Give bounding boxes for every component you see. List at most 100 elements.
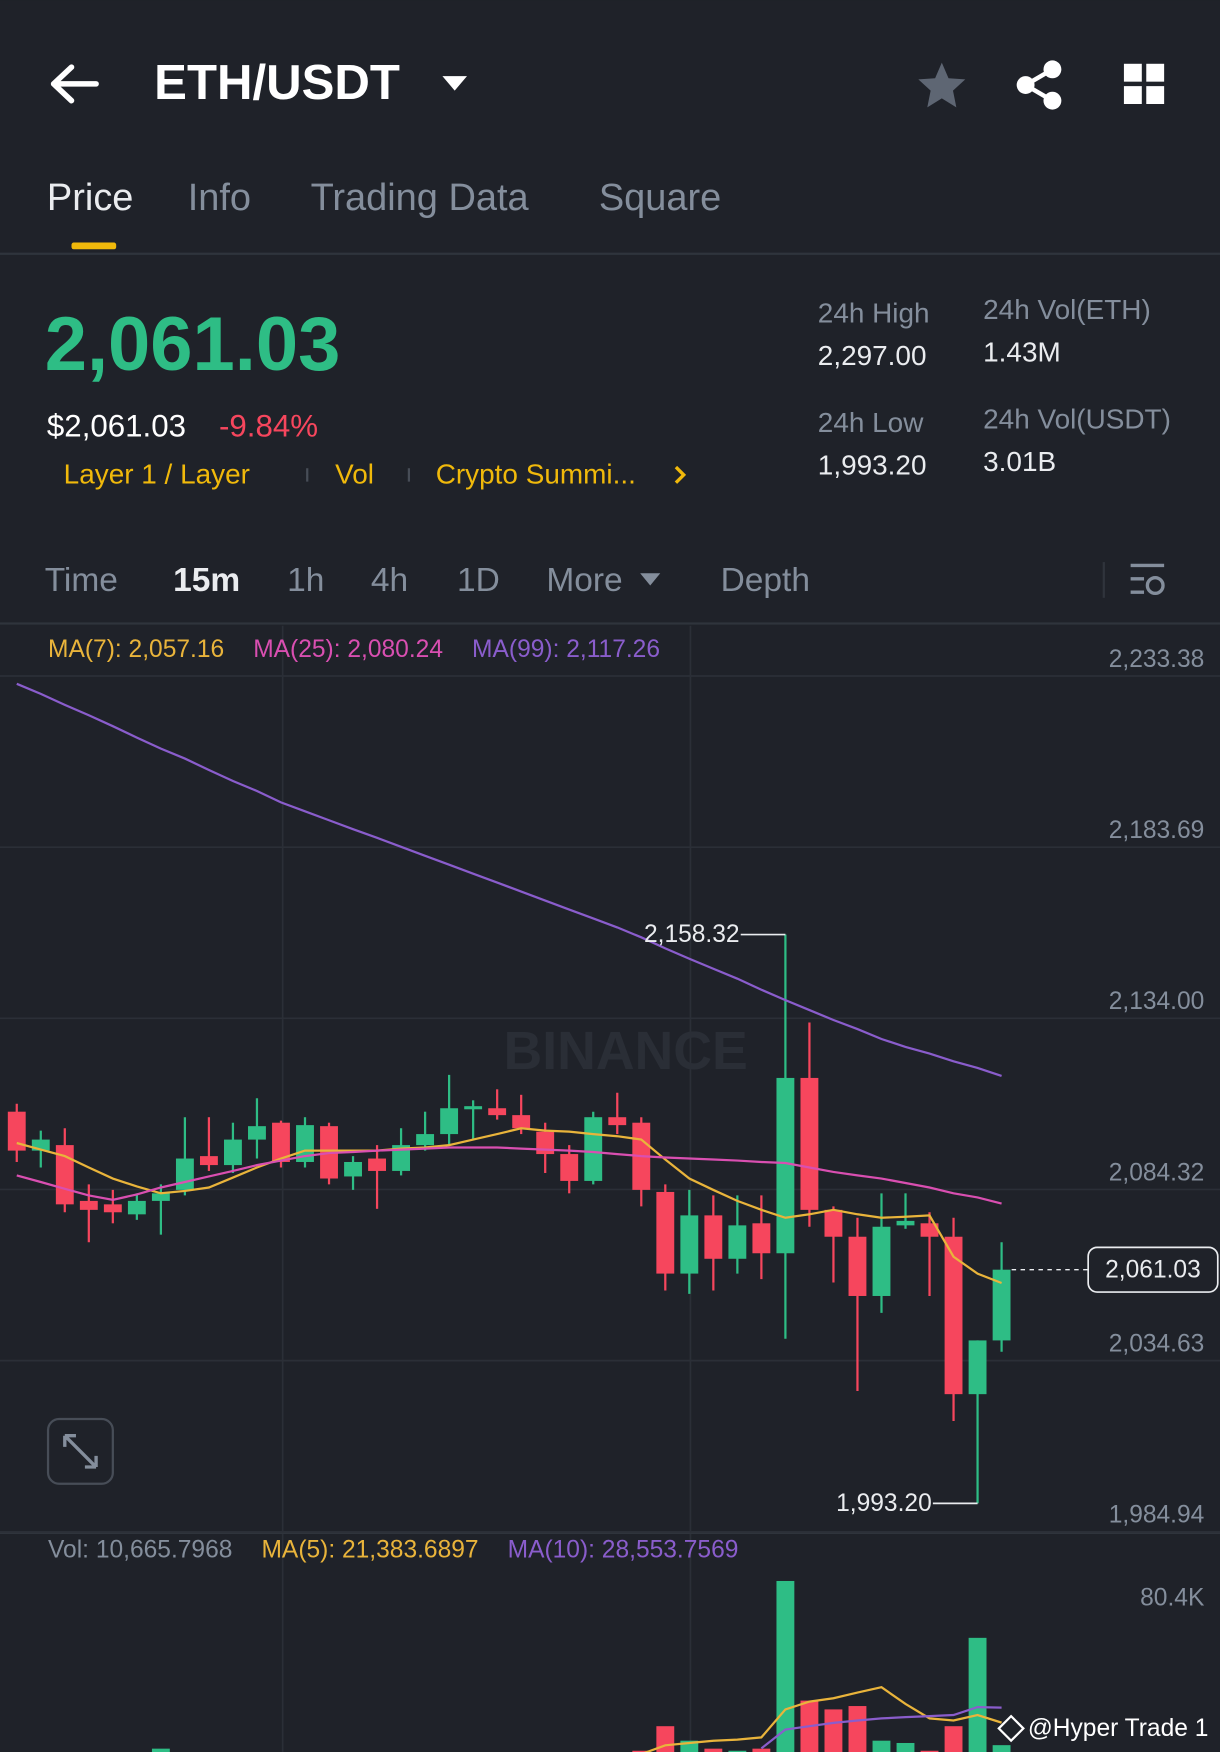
settings-lines bbox=[1130, 563, 1165, 594]
stat-value: 1.43M bbox=[983, 337, 1061, 368]
ma-line bbox=[16, 1146, 1002, 1205]
volume-bar bbox=[944, 1726, 963, 1752]
watermark: @Hyper Trade 1 bbox=[1028, 1715, 1209, 1742]
candle-body bbox=[608, 1117, 627, 1126]
stat-label: 24h Vol(USDT) bbox=[983, 404, 1171, 435]
candle-body bbox=[127, 1200, 146, 1215]
chart-settings-icon[interactable] bbox=[1130, 563, 1165, 596]
interval-tab[interactable]: More bbox=[546, 562, 622, 599]
low-label: 1,993.20 bbox=[836, 1490, 932, 1517]
grid-cell bbox=[1146, 86, 1165, 105]
volume-bar bbox=[824, 1709, 843, 1752]
share-lines bbox=[1021, 67, 1054, 103]
volume-bar bbox=[728, 1750, 747, 1752]
volume-bar bbox=[680, 1740, 699, 1752]
candle-body bbox=[248, 1126, 266, 1140]
high-label: 2,158.32 bbox=[644, 921, 740, 948]
candle-body bbox=[920, 1223, 939, 1237]
watermark-icon bbox=[997, 1714, 1025, 1743]
expand-button[interactable] bbox=[46, 1417, 114, 1485]
y-tick-label: 1,984.94 bbox=[1109, 1502, 1205, 1529]
back-arrow bbox=[50, 64, 99, 104]
interval-tab[interactable]: Depth bbox=[721, 562, 810, 599]
stat-label: 24h Low bbox=[818, 407, 924, 438]
chart-watermark: BINANCE bbox=[504, 1021, 748, 1081]
last-price: 2,061.03 bbox=[45, 302, 341, 387]
volume-bar bbox=[151, 1748, 170, 1752]
more-dropdown[interactable] bbox=[640, 573, 661, 586]
candle-body bbox=[752, 1223, 771, 1254]
ma-line bbox=[16, 1127, 1002, 1285]
tab[interactable]: Trading Data bbox=[311, 177, 530, 219]
tab[interactable]: Price bbox=[47, 177, 134, 219]
share-icon[interactable] bbox=[1016, 60, 1062, 110]
interval-tab[interactable]: 15m bbox=[173, 562, 240, 599]
y-tick-label: 2,084.32 bbox=[1109, 1159, 1205, 1186]
candle-body bbox=[488, 1108, 507, 1116]
legend-entry: MA(10): 28,553.7569 bbox=[508, 1536, 739, 1563]
candle-body bbox=[344, 1161, 362, 1177]
candle-body bbox=[944, 1236, 963, 1395]
candle-body bbox=[968, 1340, 987, 1395]
tab-indicator bbox=[71, 242, 117, 250]
legend-entry: MA(99): 2,117.26 bbox=[472, 636, 660, 663]
pair-dropdown[interactable] bbox=[442, 76, 467, 91]
legend-entry: MA(5): 21,383.6897 bbox=[261, 1536, 478, 1563]
grid-icon[interactable] bbox=[1123, 63, 1165, 105]
y-tick-label: 2,183.69 bbox=[1109, 817, 1205, 844]
candle-body bbox=[776, 1077, 795, 1254]
candle-body bbox=[7, 1111, 26, 1151]
ma-line bbox=[760, 1705, 1002, 1750]
legend-entry: MA(25): 2,080.24 bbox=[253, 636, 443, 663]
candle-body bbox=[392, 1145, 411, 1171]
interval-tab[interactable]: 1D bbox=[457, 562, 500, 599]
stat-label: 24h High bbox=[818, 298, 930, 329]
candle-body bbox=[560, 1154, 579, 1181]
tag[interactable]: Layer 1 / Layer bbox=[64, 458, 250, 489]
candle-body bbox=[680, 1215, 699, 1274]
volume-bar bbox=[968, 1637, 987, 1752]
candle-body bbox=[656, 1191, 675, 1274]
tab[interactable]: Square bbox=[599, 177, 721, 219]
interval-tab[interactable]: 4h bbox=[371, 562, 408, 599]
y-tick-label: 2,134.00 bbox=[1109, 988, 1205, 1015]
volume-bar bbox=[776, 1580, 795, 1752]
candle-body bbox=[272, 1122, 290, 1162]
pair-title[interactable]: ETH/USDT bbox=[154, 56, 400, 110]
candle-body bbox=[824, 1209, 843, 1237]
usd-price: $2,061.03 bbox=[47, 408, 186, 443]
back-button[interactable] bbox=[50, 64, 99, 104]
volume-bar bbox=[704, 1748, 723, 1752]
tag[interactable]: Crypto Summi... bbox=[436, 458, 636, 489]
stat-value: 1,993.20 bbox=[818, 449, 927, 480]
candle-body bbox=[848, 1236, 867, 1296]
grid-cell bbox=[1123, 63, 1142, 82]
tab[interactable]: Info bbox=[188, 177, 251, 219]
stat-value: 2,297.00 bbox=[818, 340, 927, 371]
candle-body bbox=[31, 1139, 50, 1151]
favorite-icon[interactable] bbox=[918, 62, 966, 108]
candle-body bbox=[800, 1077, 819, 1210]
candle-body bbox=[464, 1106, 483, 1110]
tag-arrow[interactable] bbox=[674, 465, 687, 484]
candle-body bbox=[224, 1139, 242, 1166]
last-price-tag bbox=[1087, 1246, 1219, 1293]
tag[interactable]: Vol bbox=[335, 458, 374, 489]
candle-body bbox=[992, 1269, 1011, 1341]
legend-entry: Vol: 10,665.7968 bbox=[48, 1536, 232, 1563]
y-tick-label: 2,233.38 bbox=[1109, 646, 1205, 673]
last-price-label: 2,061.03 bbox=[1105, 1256, 1201, 1283]
volume-bar bbox=[848, 1706, 867, 1752]
stat-value: 3.01B bbox=[983, 446, 1056, 477]
candle-body bbox=[368, 1158, 386, 1171]
grid-cell bbox=[1123, 86, 1142, 105]
ma-line bbox=[16, 682, 1002, 1078]
ma-line bbox=[643, 1686, 1002, 1752]
candle-body bbox=[704, 1215, 723, 1259]
interval-tab[interactable]: 1h bbox=[287, 562, 324, 599]
interval-tab[interactable]: Time bbox=[45, 562, 118, 599]
volume-bar bbox=[632, 1750, 651, 1752]
